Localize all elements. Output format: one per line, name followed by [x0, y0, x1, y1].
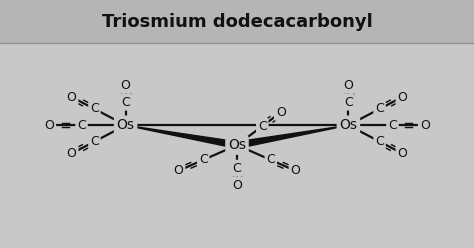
Text: O: O	[420, 119, 429, 132]
Text: Os: Os	[339, 118, 357, 132]
Text: C: C	[90, 135, 99, 148]
Text: O: O	[291, 164, 301, 177]
Text: O: O	[173, 164, 183, 177]
Text: C: C	[90, 102, 99, 115]
Text: O: O	[67, 147, 77, 160]
Text: C: C	[199, 154, 208, 166]
Bar	[0, 0, 474, 43]
Text: C: C	[77, 119, 86, 132]
Text: O: O	[67, 91, 77, 103]
Text: C: C	[233, 162, 241, 175]
Text: C: C	[258, 120, 267, 133]
Text: O: O	[232, 179, 242, 191]
Text: C: C	[388, 119, 397, 132]
Text: C: C	[344, 96, 353, 109]
Text: O: O	[397, 147, 407, 160]
Text: C: C	[266, 154, 275, 166]
Polygon shape	[235, 125, 348, 148]
Text: O: O	[344, 79, 353, 92]
Text: C: C	[121, 96, 130, 109]
Text: Os: Os	[117, 118, 135, 132]
Text: Triosmium dodecacarbonyl: Triosmium dodecacarbonyl	[101, 13, 373, 31]
Text: O: O	[45, 119, 54, 132]
Text: C: C	[375, 135, 384, 148]
Text: C: C	[375, 102, 384, 115]
Text: O: O	[121, 79, 130, 92]
Text: Os: Os	[228, 138, 246, 152]
Polygon shape	[126, 125, 239, 148]
Text: O: O	[397, 91, 407, 103]
Text: O: O	[276, 106, 286, 119]
